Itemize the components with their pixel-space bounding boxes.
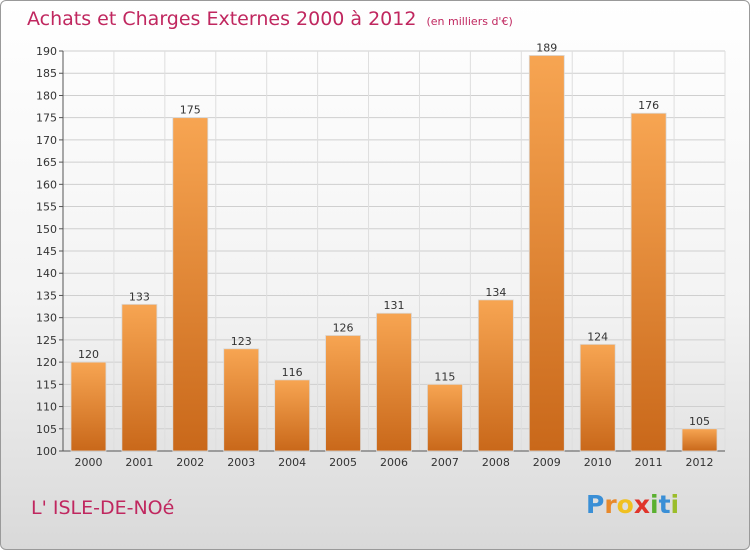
logo-letter: t xyxy=(658,490,671,519)
bar xyxy=(70,361,107,452)
bar xyxy=(477,299,514,452)
bar xyxy=(630,112,667,452)
y-tick-label: 120 xyxy=(36,356,57,369)
x-tick-label: 2001 xyxy=(125,456,153,469)
bar-value-label: 115 xyxy=(434,370,455,383)
x-tick-label: 2010 xyxy=(584,456,612,469)
y-tick-label: 180 xyxy=(36,89,57,102)
bar-value-label: 131 xyxy=(384,299,405,312)
x-tick-label: 2005 xyxy=(329,456,357,469)
x-tick-label: 2008 xyxy=(482,456,510,469)
x-tick-label: 2002 xyxy=(176,456,204,469)
chart-title-text: Achats et Charges Externes 2000 à 2012 xyxy=(27,8,417,30)
proxiti-logo: Proxiti xyxy=(586,490,679,519)
bar-value-label: 105 xyxy=(689,415,710,428)
bar-value-label: 189 xyxy=(536,41,557,54)
bar-value-label: 176 xyxy=(638,99,659,112)
y-tick-label: 105 xyxy=(36,423,57,436)
y-tick-label: 115 xyxy=(36,378,57,391)
y-tick-label: 125 xyxy=(36,334,57,347)
x-tick-label: 2012 xyxy=(686,456,714,469)
chart-title: Achats et Charges Externes 2000 à 2012 (e… xyxy=(27,8,513,30)
x-tick-label: 2004 xyxy=(278,456,306,469)
y-tick-label: 165 xyxy=(36,156,57,169)
chart-unit-label: (en milliers d'€) xyxy=(426,15,513,28)
bar xyxy=(681,428,718,452)
bar xyxy=(325,335,361,452)
x-tick-label: 2003 xyxy=(227,456,255,469)
bar-value-label: 120 xyxy=(78,348,99,361)
y-tick-label: 130 xyxy=(36,312,57,325)
bar xyxy=(528,55,565,452)
bar xyxy=(579,343,616,452)
bar-value-label: 124 xyxy=(587,330,608,343)
y-tick-label: 170 xyxy=(36,134,57,147)
y-tick-label: 160 xyxy=(36,178,57,191)
x-tick-label: 2000 xyxy=(74,456,102,469)
bar-value-label: 126 xyxy=(333,321,354,334)
x-tick-label: 2007 xyxy=(431,456,459,469)
y-tick-label: 155 xyxy=(36,201,57,214)
y-tick-label: 100 xyxy=(36,445,57,458)
data-labels: 120 133 175 123 116 126 131 115 134 189 124 176 105 xyxy=(78,41,710,427)
bar xyxy=(223,348,260,452)
bar xyxy=(172,117,209,452)
y-tick-label: 110 xyxy=(36,401,57,414)
bar-value-label: 116 xyxy=(282,366,303,379)
y-tick-label: 175 xyxy=(36,112,57,125)
bar xyxy=(274,379,311,452)
logo-letter: P xyxy=(586,490,605,519)
logo-letter: i xyxy=(670,490,680,519)
y-tick-label: 150 xyxy=(36,223,57,236)
bar-value-label: 123 xyxy=(231,335,252,348)
bar xyxy=(121,303,158,452)
commune-name: L' ISLE-DE-NOé xyxy=(31,497,175,519)
bars xyxy=(70,55,718,452)
y-tick-label: 190 xyxy=(36,45,57,58)
logo-letter: i xyxy=(650,490,659,519)
x-tick-label: 2011 xyxy=(635,456,663,469)
bar-value-label: 133 xyxy=(129,290,150,303)
y-tick-label: 135 xyxy=(36,289,57,302)
logo-letter: x xyxy=(633,490,650,519)
bar xyxy=(427,383,463,452)
x-tick-label: 2009 xyxy=(533,456,561,469)
y-tick-label: 145 xyxy=(36,245,57,258)
logo-letter: o xyxy=(616,490,634,519)
bar xyxy=(376,312,412,452)
bar-value-label: 175 xyxy=(180,104,201,117)
bar-value-label: 134 xyxy=(485,286,506,299)
y-tick-label: 140 xyxy=(36,267,57,280)
logo-letter: r xyxy=(604,490,617,519)
y-tick-label: 185 xyxy=(36,67,57,80)
x-tick-label: 2006 xyxy=(380,456,408,469)
